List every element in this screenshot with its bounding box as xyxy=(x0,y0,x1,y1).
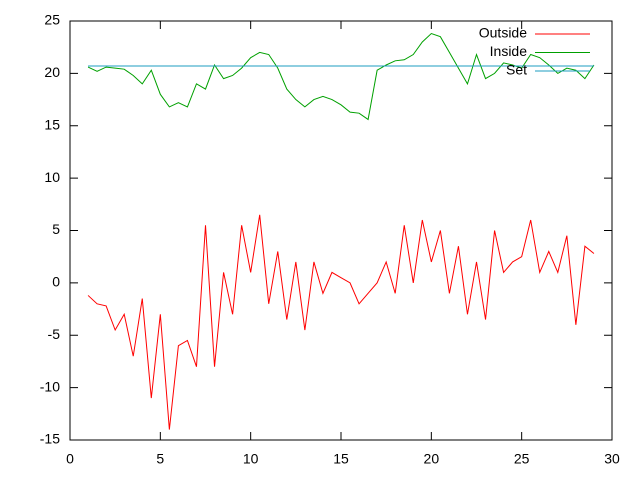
y-tick-label: 10 xyxy=(44,169,60,185)
x-tick-label: 25 xyxy=(514,451,530,467)
legend-label: Set xyxy=(506,62,527,78)
x-tick-label: 20 xyxy=(424,451,440,467)
plot-border xyxy=(69,20,613,441)
y-tick-label: 15 xyxy=(44,116,60,132)
line-series xyxy=(87,32,595,121)
y-tick-label: -15 xyxy=(40,431,60,447)
x-tick-label: 30 xyxy=(604,451,620,467)
x-tick-label: 10 xyxy=(243,451,259,467)
line-series xyxy=(87,214,595,430)
y-tick-label: 25 xyxy=(44,12,60,28)
x-tick-label: 0 xyxy=(66,451,74,467)
legend-label: Outside xyxy=(479,25,527,41)
x-tick-label: 5 xyxy=(156,451,164,467)
y-tick-label: -10 xyxy=(40,378,60,394)
y-tick-label: 20 xyxy=(44,64,60,80)
x-tick-label: 15 xyxy=(333,451,349,467)
y-tick-label: 0 xyxy=(52,274,60,290)
legend-label: Inside xyxy=(490,43,528,59)
y-tick-label: 5 xyxy=(52,221,60,237)
y-tick-label: -5 xyxy=(48,326,61,342)
